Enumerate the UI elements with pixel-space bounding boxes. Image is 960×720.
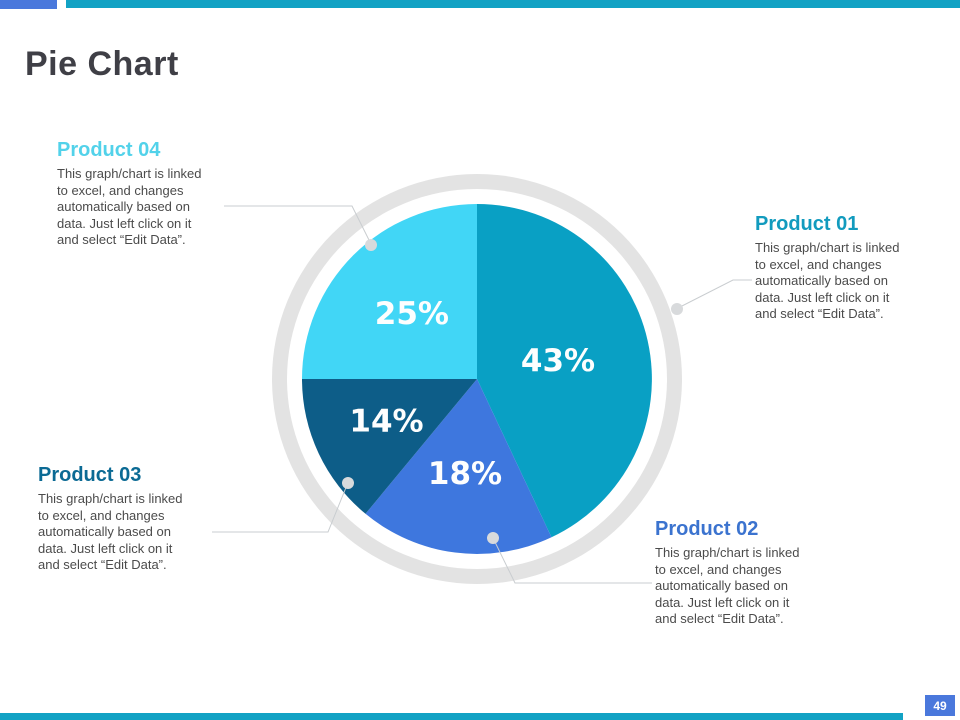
- callout-product-01-title: Product 01: [755, 213, 859, 235]
- leader-dot-product-01: [671, 303, 683, 315]
- callout-product-01: Product 01 This graph/chart is linked to…: [755, 213, 927, 323]
- top-accent-bar-blue: [0, 0, 57, 9]
- callout-product-03-title: Product 03: [38, 464, 142, 486]
- pie-label-product-04: 25%: [375, 296, 449, 332]
- pie-slice-product-04[interactable]: [302, 204, 477, 379]
- top-accent-bar-teal: [66, 0, 960, 8]
- page-title: Pie Chart: [25, 44, 179, 83]
- callout-product-04-body: This graph/chart is linked to excel, and…: [57, 166, 202, 247]
- leader-line-product-02: [493, 539, 652, 584]
- leader-dot-product-02: [487, 532, 499, 544]
- leader-dot-product-03: [342, 477, 354, 489]
- callout-product-02: Product 02 This graph/chart is linked to…: [655, 518, 827, 628]
- callout-product-04-title: Product 04: [57, 139, 161, 161]
- pie-label-product-02: 18%: [428, 456, 502, 492]
- leader-line-product-03: [212, 484, 348, 533]
- callout-product-03: Product 03 This graph/chart is linked to…: [38, 464, 210, 574]
- callout-product-02-title: Product 02: [655, 518, 759, 540]
- callout-product-01-body: This graph/chart is linked to excel, and…: [755, 240, 900, 321]
- page-number-badge: 49: [925, 695, 955, 716]
- callout-product-04: Product 04 This graph/chart is linked to…: [57, 139, 229, 249]
- leader-line-product-04: [224, 205, 372, 245]
- pie-label-product-01: 43%: [521, 343, 595, 379]
- bottom-accent-bar-teal: [0, 713, 903, 720]
- leader-dot-product-04: [365, 239, 377, 251]
- pie-layer: [272, 174, 682, 584]
- pie-label-product-03: 14%: [349, 404, 423, 440]
- pie-slice-product-02[interactable]: [365, 379, 552, 554]
- pie-labels-layer: 43% 18%14% 25%: [349, 296, 595, 492]
- pie-slice-product-01[interactable]: [477, 204, 652, 538]
- leader-lines-layer: [212, 205, 752, 584]
- callout-product-02-body: This graph/chart is linked to excel, and…: [655, 545, 800, 626]
- callout-product-03-body: This graph/chart is linked to excel, and…: [38, 491, 183, 572]
- leader-line-product-01: [677, 279, 752, 309]
